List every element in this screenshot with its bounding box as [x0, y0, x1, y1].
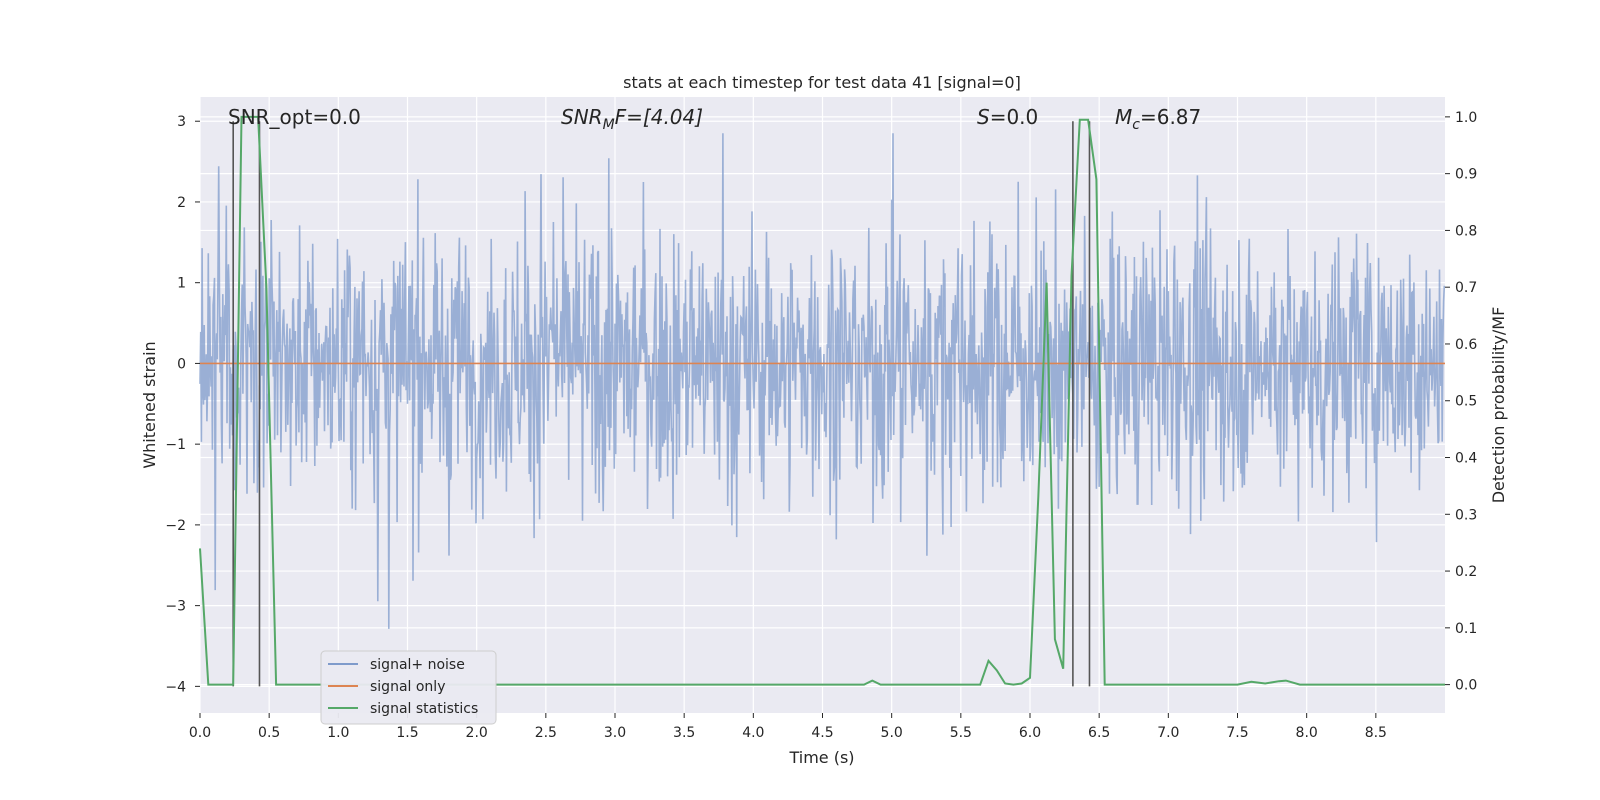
x-tick-label: 6.0 [1019, 725, 1041, 741]
x-tick-label: 2.5 [535, 725, 557, 741]
legend-box [320, 650, 497, 725]
y-tick-label: 0 [177, 356, 186, 372]
x-ticks: 0.0 0.5 1.0 1.5 2.0 2.5 3.0 3.5 4.0 4.5 5.0 5.5 6.0 6… [189, 713, 1387, 741]
y-tick-label-right: 0.7 [1455, 280, 1477, 296]
y-tick-label-right: 1.0 [1455, 110, 1477, 126]
y-tick-label: −3 [165, 599, 186, 615]
y-tick-label-right: 0.8 [1455, 223, 1477, 239]
annotation-snr-mf-sub: M [603, 117, 615, 133]
x-tick-label: 6.5 [1088, 725, 1110, 741]
x-tick-label: 7.5 [1226, 725, 1248, 741]
y-ticks-right: 1.0 0.9 0.8 0.7 0.6 0.5 0.4 0.3 0.2 0.1 0.0 [1445, 110, 1477, 694]
annotation-snr-mf-prefix: SNR [561, 105, 603, 129]
y-tick-label: 2 [177, 195, 186, 211]
x-tick-label: 1.5 [396, 725, 418, 741]
y-tick-label-right: 0.0 [1455, 678, 1477, 694]
x-tick-label: 5.5 [950, 725, 972, 741]
statistics-line [199, 115, 1445, 686]
y-ticks-left: 3 2 1 0 −1 −2 −3 −4 [165, 114, 200, 695]
y-tick-label-right: 0.5 [1455, 394, 1477, 410]
x-tick-label: 1.0 [327, 725, 349, 741]
y-tick-label-right: 0.2 [1455, 564, 1477, 580]
x-tick-label: 0.5 [258, 725, 280, 741]
annotation-s-main: S [977, 105, 990, 129]
annotation-mc: Mc=6.87 [1115, 105, 1201, 133]
annotation-mc-main: M [1115, 105, 1132, 129]
x-tick-label: 3.5 [673, 725, 695, 741]
x-tick-label: 7.0 [1157, 725, 1179, 741]
noise-series [199, 133, 1446, 629]
x-tick-label: 3.0 [604, 725, 626, 741]
annotation-mc-sub: c [1132, 117, 1140, 133]
annotation-snr-mf: SNRMF=[4.04] [561, 105, 703, 133]
x-tick-label: 4.5 [811, 725, 833, 741]
y-tick-label-right: 0.1 [1455, 621, 1477, 637]
y-tick-label: −4 [165, 679, 186, 695]
y-tick-label: −1 [165, 437, 186, 453]
legend-label-noise: signal+ noise [370, 657, 465, 673]
noise-line [199, 133, 1446, 629]
y-tick-label: 3 [177, 114, 186, 130]
x-axis-label: Time (s) [788, 748, 854, 767]
annotation-snr-mf-suffix: F=[4.04] [615, 105, 703, 129]
legend-label-statistics: signal statistics [370, 701, 478, 717]
y-axis-label-right: Detection probability/MF [1489, 307, 1508, 504]
legend-label-signal-only: signal only [370, 679, 445, 695]
x-tick-label: 2.0 [466, 725, 488, 741]
chart-title: stats at each timestep for test data 41 … [623, 73, 1021, 92]
y-tick-label-right: 0.4 [1455, 451, 1477, 467]
annotation-s-rest: =0.0 [990, 105, 1039, 129]
x-tick-label: 8.0 [1296, 725, 1318, 741]
vertical-markers [232, 121, 1091, 687]
annotation-mc-rest: =6.87 [1140, 105, 1201, 129]
annotation-snr-opt: SNR_opt=0.0 [228, 105, 361, 129]
x-tick-label: 5.0 [881, 725, 903, 741]
x-tick-label: 0.0 [189, 725, 211, 741]
y-tick-label-right: 0.6 [1455, 337, 1477, 353]
x-tick-label: 4.0 [742, 725, 764, 741]
y-tick-label: 1 [177, 276, 186, 292]
legend: signal+ noise signal only signal statist… [320, 650, 497, 725]
y-axis-label-left: Whitened strain [140, 341, 159, 468]
x-tick-label: 8.5 [1365, 725, 1387, 741]
statistics-series [199, 115, 1445, 686]
y-tick-label-right: 0.9 [1455, 167, 1477, 183]
annotation-s: S=0.0 [977, 105, 1038, 129]
y-tick-label-right: 0.3 [1455, 507, 1477, 523]
y-tick-label: −2 [165, 518, 186, 534]
